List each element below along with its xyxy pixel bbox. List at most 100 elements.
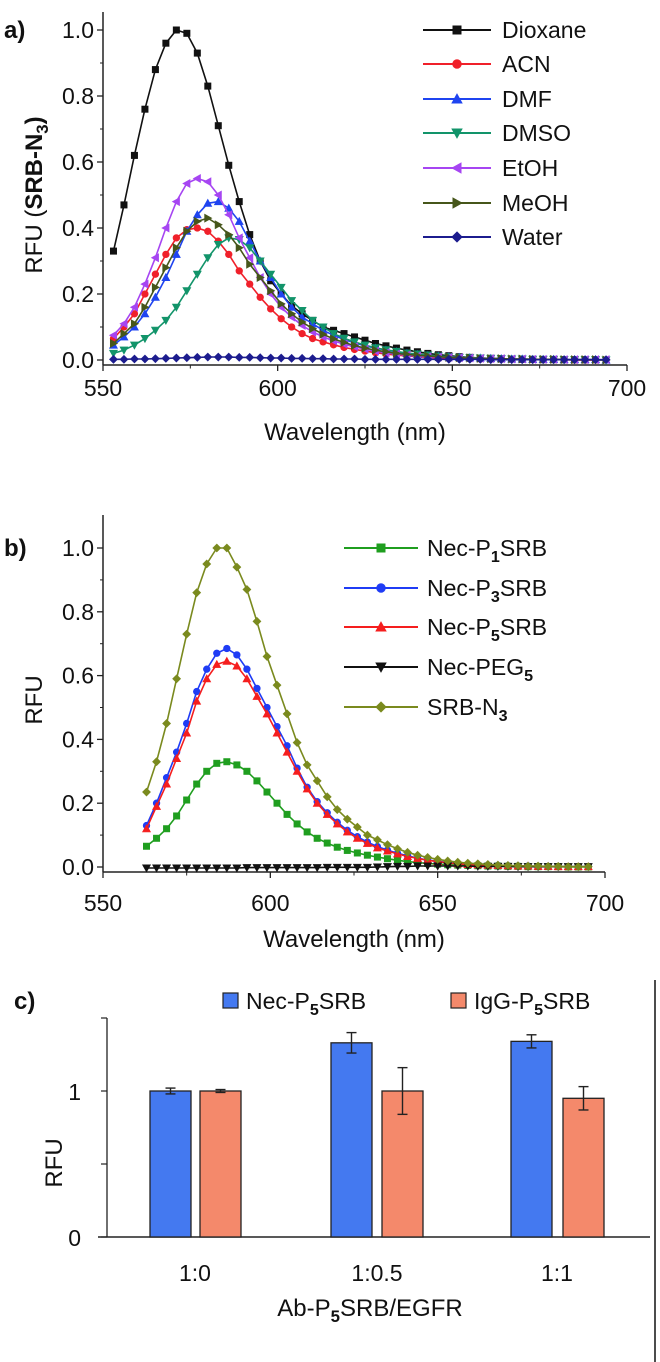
diamond-marker	[150, 354, 160, 364]
triangle-right-marker	[141, 302, 150, 312]
diamond-marker	[276, 353, 286, 363]
x-axis-title: Wavelength (nm)	[264, 419, 446, 446]
diamond-marker	[192, 588, 202, 598]
triangle-right-marker	[246, 259, 255, 269]
triangle-down-marker	[162, 864, 172, 873]
x-axis-title: Ab-P5SRB/EGFR	[277, 1295, 462, 1326]
legend-item: Water	[423, 224, 563, 250]
diamond-marker	[528, 355, 538, 365]
triangle-up-marker	[234, 216, 244, 225]
legend-label: ACN	[502, 51, 551, 77]
triangle-down-marker	[332, 863, 342, 872]
triangle-up-marker	[161, 272, 171, 282]
triangle-up-marker	[451, 93, 463, 104]
triangle-up-marker	[276, 289, 286, 298]
triangle-up-marker	[382, 846, 392, 855]
triangle-down-marker	[252, 864, 262, 873]
triangle-down-marker	[362, 863, 372, 872]
square-marker	[162, 39, 170, 47]
legend-item: MeOH	[423, 190, 568, 216]
legend-swatch	[450, 992, 467, 1009]
diamond-marker	[403, 847, 412, 857]
triangle-down-marker	[119, 346, 129, 355]
diamond-marker	[339, 354, 349, 364]
triangle-right-marker	[235, 243, 244, 253]
x-axis-title: Wavelength (nm)	[263, 926, 445, 953]
label-part: SRB-N	[427, 694, 499, 720]
triangle-down-marker	[266, 270, 276, 279]
bar-Nec-P5SRB-1:0	[149, 1090, 192, 1238]
y-tick-label: 0.8	[62, 83, 94, 109]
triangle-down-marker	[242, 864, 252, 873]
triangle-up-marker	[392, 849, 403, 858]
square-marker	[333, 843, 341, 851]
triangle-right-marker	[277, 299, 286, 309]
triangle-up-marker	[242, 674, 252, 683]
square-marker	[343, 846, 351, 854]
circle-marker	[287, 323, 296, 331]
category-label: 1:0	[179, 1260, 211, 1286]
square-marker	[213, 759, 221, 767]
triangle-down-marker	[129, 341, 139, 350]
diamond-marker	[312, 776, 322, 786]
triangle-down-marker	[182, 287, 192, 296]
y-tick-label: 0.4	[62, 215, 94, 241]
diamond-marker	[352, 822, 362, 832]
triangle-right-marker	[309, 324, 318, 334]
square-marker	[235, 198, 243, 206]
triangle-down-marker	[329, 330, 339, 339]
triangle-down-marker	[140, 335, 150, 344]
triangle-left-marker	[129, 302, 138, 312]
legend-label: Nec-P3SRB	[427, 575, 547, 606]
diamond-marker	[262, 652, 272, 661]
diamond-marker	[142, 787, 151, 797]
y-tick-label: 0.0	[62, 347, 94, 373]
triangle-up-marker	[252, 691, 262, 700]
square-marker	[283, 810, 291, 818]
square-marker	[353, 849, 361, 857]
triangle-up-marker	[222, 656, 232, 665]
triangle-left-marker	[150, 253, 159, 263]
triangle-down-marker	[202, 864, 212, 873]
triangle-up-marker	[150, 292, 160, 301]
diamond-marker	[507, 355, 517, 365]
triangle-down-marker	[382, 863, 392, 872]
y-tick-label: 0.6	[62, 149, 94, 175]
bar-Nec-P5SRB-1:0.5	[330, 1042, 373, 1238]
y-tick-label: 1.0	[62, 17, 94, 43]
diamond-marker	[362, 830, 372, 840]
diamond-marker	[373, 835, 382, 845]
triangle-right-marker	[452, 197, 463, 209]
circle-marker	[141, 290, 149, 298]
triangle-left-marker	[161, 223, 170, 233]
series-Water	[109, 352, 611, 365]
triangle-up-marker	[312, 798, 322, 807]
triangle-up-marker	[192, 696, 202, 705]
square-marker	[120, 201, 128, 209]
diamond-marker	[563, 862, 573, 872]
label-part: MeOH	[502, 190, 568, 216]
label-part: 3	[491, 588, 500, 606]
diamond-marker	[302, 760, 312, 770]
triangle-down-marker	[375, 662, 387, 673]
diamond-marker	[573, 862, 583, 872]
diamond-marker	[451, 231, 463, 243]
label-part: Ab-P	[277, 1295, 330, 1322]
square-marker	[151, 66, 159, 74]
triangle-up-marker	[213, 196, 223, 206]
triangle-left-marker	[451, 162, 462, 174]
label-part: Nec-P	[427, 535, 491, 561]
legend-label: Nec-P1SRB	[427, 535, 547, 566]
error-bar	[578, 1085, 589, 1111]
triangle-down-marker	[339, 334, 349, 343]
triangle-right-marker	[319, 329, 328, 339]
circle-marker	[172, 234, 181, 242]
square-marker	[376, 543, 386, 553]
triangle-down-marker	[423, 862, 433, 871]
diamond-marker	[444, 354, 454, 364]
label-part: SRB	[500, 575, 547, 601]
diamond-marker	[152, 757, 161, 767]
diamond-marker	[523, 861, 533, 871]
label-part: RFU (	[21, 210, 48, 274]
triangle-right-marker	[361, 343, 370, 353]
